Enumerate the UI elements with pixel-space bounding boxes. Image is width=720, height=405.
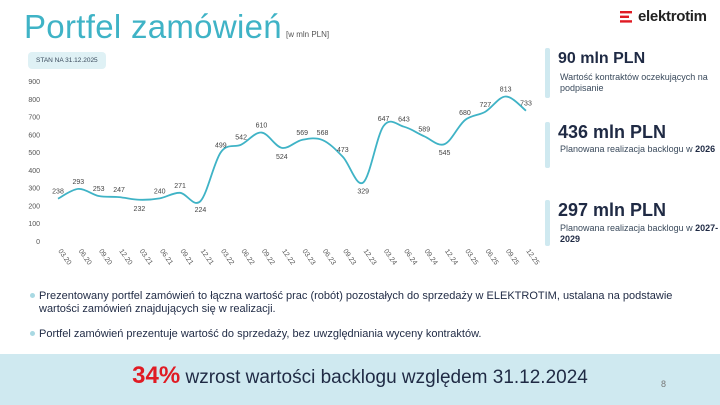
data-label: 545 [439, 150, 451, 157]
kpi-value-2026: 436 mln PLN [558, 122, 667, 142]
data-label: 733 [520, 101, 532, 108]
note-valuation: Portfel zamówień prezentuje wartość do s… [30, 328, 689, 341]
y-tick-label: 900 [28, 79, 40, 86]
data-label: 499 [215, 142, 227, 149]
x-tick-label: 03.21 [138, 248, 154, 266]
data-label: 568 [317, 130, 329, 137]
x-tick-label: 09.21 [178, 248, 194, 266]
backlog-line-chart: 0 100 200 300 400 500 600 700 800 900 238 293 253 247… [28, 79, 540, 267]
x-tick-label: 06.23 [321, 248, 337, 266]
data-label: 293 [73, 179, 85, 186]
elektrotim-logo-icon [620, 10, 632, 23]
kpi-desc-years: 2027-2029 [560, 223, 719, 244]
x-tick-label: 12.20 [117, 248, 133, 266]
data-label: 813 [500, 86, 512, 93]
kpi-accent-bar [545, 200, 550, 246]
kpi-accent-bar [545, 122, 550, 168]
x-tick-label: 03.25 [463, 248, 479, 266]
data-label: 240 [154, 188, 166, 195]
x-tick-label: 06.24 [402, 248, 418, 266]
kpi-desc-pending: Wartość kontraktów oczekujących na podpi… [560, 72, 708, 93]
company-logo: elektrotim [620, 8, 707, 25]
y-tick-label: 500 [28, 150, 40, 157]
data-label: 238 [52, 189, 64, 196]
growth-text: wzrost wartości backlogu względem 31.12.… [180, 367, 588, 388]
x-tick-label: 12.24 [443, 248, 459, 266]
x-tick-label: 03.20 [56, 248, 72, 266]
kpi-desc-text: Planowana realizacja backlogu w [560, 144, 693, 154]
y-tick-label: 100 [28, 221, 40, 228]
y-tick-label: 600 [28, 132, 40, 139]
backlog-series-line [57, 95, 527, 204]
x-tick-label: 06.22 [239, 248, 255, 266]
x-tick-label: 09.25 [504, 248, 520, 266]
data-label: 271 [174, 183, 186, 190]
unit-label: [w mln PLN] [286, 30, 330, 39]
logo-text: elektrotim [638, 8, 707, 25]
page-title: Portfel zamówień [24, 8, 282, 45]
y-tick-label: 800 [28, 97, 40, 104]
data-label: 329 [357, 189, 369, 196]
x-tick-label: 09.22 [260, 248, 276, 266]
kpi-accent-bar [545, 48, 550, 98]
y-tick-label: 300 [28, 186, 40, 193]
footer-band: 34% wzrost wartości backlogu względem 31… [0, 354, 720, 405]
y-tick-label: 0 [36, 239, 40, 246]
data-label: 569 [296, 130, 308, 137]
data-label: 473 [337, 147, 349, 154]
y-tick-label: 200 [28, 203, 40, 210]
page-number: 8 [660, 379, 666, 389]
data-label: 680 [459, 110, 471, 117]
kpi-desc-year: 2026 [695, 144, 716, 154]
kpi-desc-2027-2029: Planowana realizacja backlogu w 2027-202… [560, 223, 720, 245]
x-tick-label: 03.23 [301, 248, 317, 266]
data-label: 253 [93, 186, 105, 193]
footer-summary: 34% wzrost wartości backlogu względem 31… [0, 362, 720, 390]
x-tick-label: 12.23 [362, 248, 378, 266]
x-tick-label: 03.22 [219, 248, 235, 266]
data-label: 643 [398, 117, 410, 124]
data-label: 727 [479, 102, 491, 109]
x-tick-label: 12.22 [280, 248, 296, 266]
data-label: 524 [276, 154, 288, 161]
kpi-value-pending: 90 mln PLN [558, 50, 646, 67]
kpi-value-2027-2029: 297 mln PLN [558, 200, 667, 220]
data-label: 232 [134, 206, 146, 213]
data-label: 589 [418, 126, 430, 133]
x-tick-label: 09.23 [341, 248, 357, 266]
x-tick-label: 06.21 [158, 248, 174, 266]
kpi-desc-text: Planowana realizacja backlogu w [560, 223, 693, 233]
data-label: 610 [256, 123, 268, 130]
y-tick-label: 400 [28, 168, 40, 175]
y-tick-label: 700 [28, 115, 40, 122]
data-label: 647 [378, 116, 390, 123]
x-tick-label: 09.20 [97, 248, 113, 266]
x-tick-label: 06.20 [77, 248, 93, 266]
x-tick-label: 12.21 [199, 248, 215, 266]
kpi-desc-2026: Planowana realizacja backlogu w 2026 [560, 144, 720, 155]
x-tick-label: 06.25 [484, 248, 500, 266]
growth-percent: 34% [132, 362, 181, 389]
note-definition: Prezentowany portfel zamówień to łączna … [30, 290, 689, 316]
x-tick-label: 03.24 [382, 248, 398, 266]
data-label: 224 [195, 207, 207, 214]
data-label: 542 [235, 135, 247, 142]
as-of-badge: STAN NA 31.12.2025 [28, 52, 106, 69]
x-tick-label: 09.24 [423, 248, 439, 266]
x-tick-label: 12.25 [524, 248, 540, 266]
data-label: 247 [113, 187, 125, 194]
